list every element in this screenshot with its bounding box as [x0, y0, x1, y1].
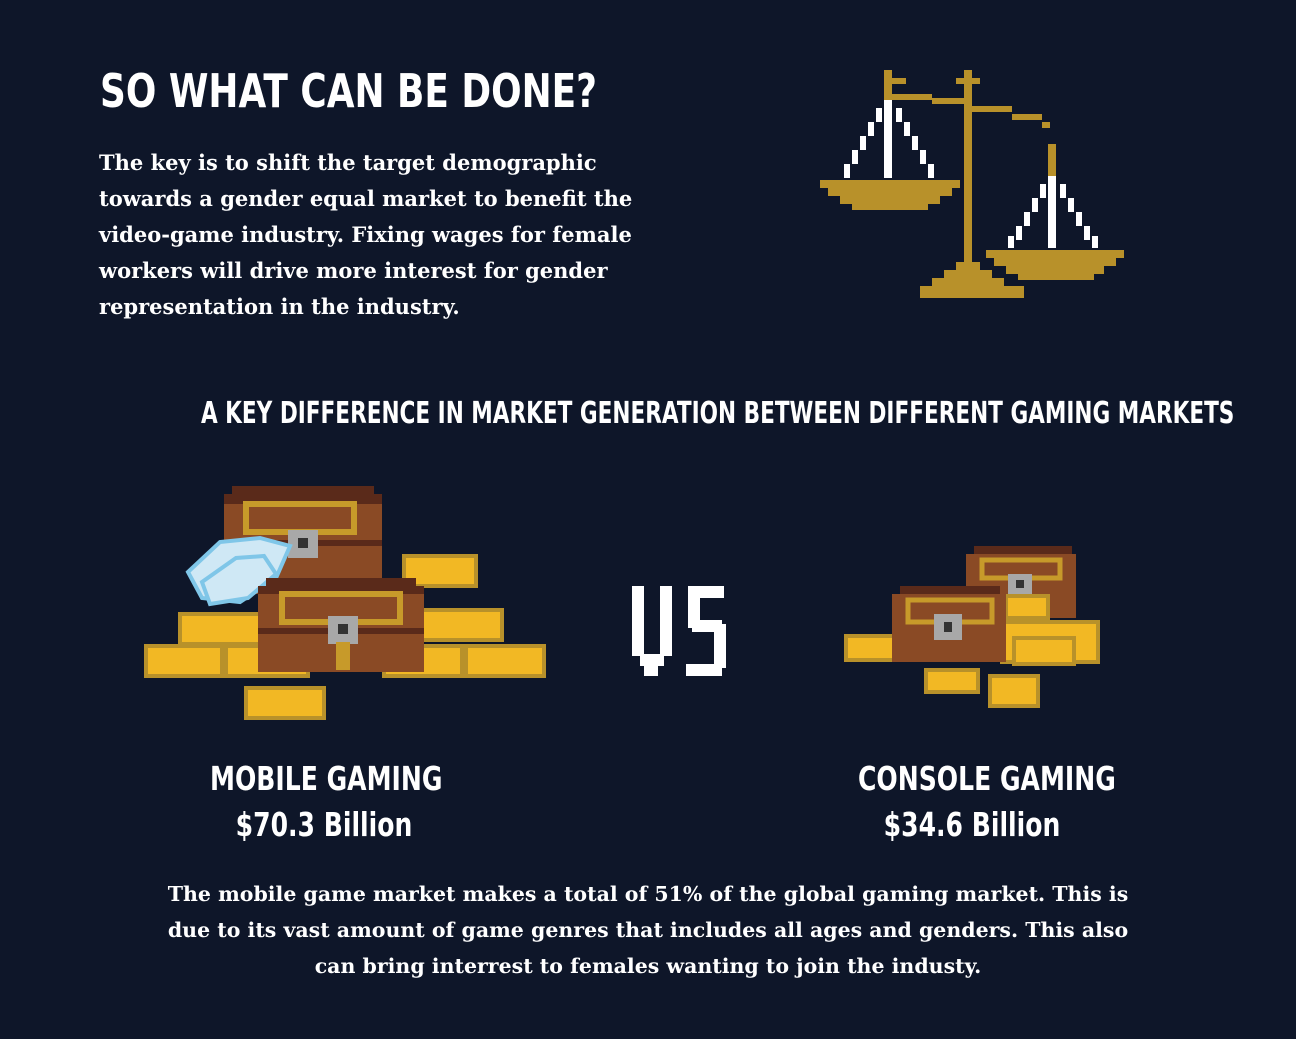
console-gaming-value: $34.6 Billion [883, 805, 1061, 844]
page-title: SO WHAT CAN BE DONE? [100, 64, 597, 118]
mobile-gaming-stat: MOBILE GAMING $70.3 Billion [174, 756, 474, 848]
console-gaming-stat: CONSOLE GAMING $34.6 Billion [822, 756, 1122, 848]
intro-paragraph: The key is to shift the target demograph… [99, 150, 633, 319]
mobile-gaming-value: $70.3 Billion [235, 805, 413, 844]
section-heading-text: A KEY DIFFERENCE IN MARKET GENERATION BE… [200, 396, 1235, 431]
treasure-pile-large-icon [144, 486, 546, 720]
section-heading: A KEY DIFFERENCE IN MARKET GENERATION BE… [0, 396, 1296, 431]
versus-icon: VS [632, 586, 726, 676]
treasure-pile-small-icon [844, 546, 1100, 708]
balance-scale-icon [820, 70, 1124, 298]
footer-paragraph: The mobile game market makes a total of … [167, 882, 1129, 978]
console-gaming-name: CONSOLE GAMING [858, 759, 1116, 798]
mobile-gaming-name: MOBILE GAMING [210, 759, 443, 798]
